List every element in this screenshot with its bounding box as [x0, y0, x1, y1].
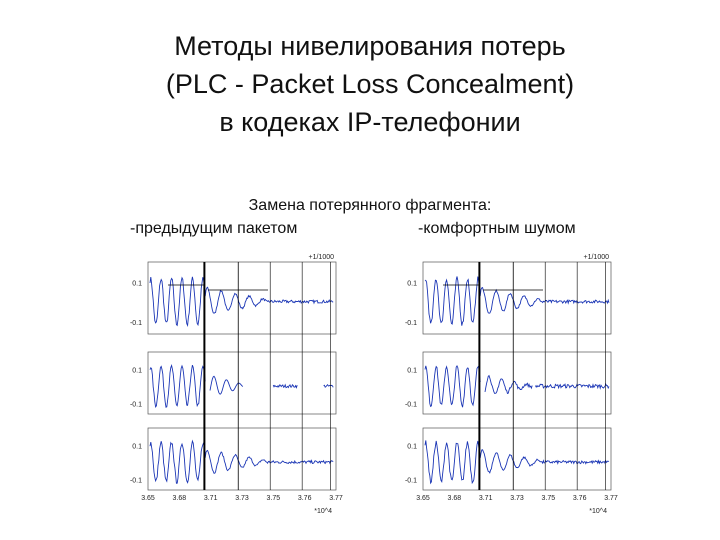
x-tick-label: 3.71	[479, 495, 493, 502]
x-tick-label: 3.75	[542, 495, 556, 502]
waveform	[424, 364, 610, 408]
x-tick-label: 3.68	[448, 495, 462, 502]
x-tick-label: 3.77	[329, 495, 343, 502]
x-tick-label: 3.71	[204, 495, 218, 502]
y-tick-label: 0.1	[407, 368, 417, 375]
y-tick-label: 0.1	[407, 281, 417, 288]
waveform	[424, 440, 610, 485]
title-line: Методы нивелирования потерь	[174, 31, 565, 61]
y-tick-label: -0.1	[130, 402, 142, 409]
y-tick-label: 0.1	[132, 444, 142, 451]
y-tick-label: -0.1	[405, 402, 417, 409]
scale-note: +1/1000	[584, 254, 610, 261]
waveform	[149, 363, 334, 409]
y-tick-label: 0.1	[407, 444, 417, 451]
plot-frame	[422, 261, 612, 335]
plot-frame	[422, 351, 612, 415]
subtitle: Замена потерянного фрагмента:	[249, 197, 492, 214]
caption: -предыдущим пакетом	[130, 220, 297, 237]
y-tick-label: -0.1	[405, 320, 417, 327]
y-tick-label: -0.1	[130, 478, 142, 485]
title-line: в кодеках IP-телефонии	[219, 107, 520, 137]
caption: -комфортным шумом	[418, 220, 576, 237]
x-tick-label: 3.75	[267, 495, 281, 502]
x-multiplier: *10^4	[314, 508, 332, 515]
scale-note: +1/1000	[309, 254, 335, 261]
x-tick-label: 3.76	[298, 495, 312, 502]
plot-frame	[422, 427, 612, 491]
x-tick-label: 3.68	[173, 495, 187, 502]
title-line: (PLC - Packet Loss Concealment)	[166, 69, 574, 99]
x-tick-label: 3.76	[573, 495, 587, 502]
x-tick-label: 3.73	[510, 495, 524, 502]
y-tick-label: 0.1	[132, 281, 142, 288]
figures: +1/1000 0.1 -0.1 0.1 -0.1 0.1 -0.1 3.65 3.68 3.71…	[130, 254, 618, 515]
y-tick-label: 0.1	[132, 368, 142, 375]
x-tick-label: 3.77	[604, 495, 618, 502]
waveform	[424, 276, 610, 326]
x-multiplier: *10^4	[589, 508, 607, 515]
x-tick-label: 3.65	[416, 495, 430, 502]
y-tick-label: -0.1	[405, 478, 417, 485]
plot-frame	[147, 261, 337, 335]
waveform	[149, 439, 334, 484]
plot-frame	[147, 351, 337, 415]
waveform	[149, 276, 334, 327]
plot-frame	[147, 427, 337, 491]
y-tick-label: -0.1	[130, 320, 142, 327]
x-tick-label: 3.73	[235, 495, 249, 502]
x-tick-label: 3.65	[141, 495, 155, 502]
